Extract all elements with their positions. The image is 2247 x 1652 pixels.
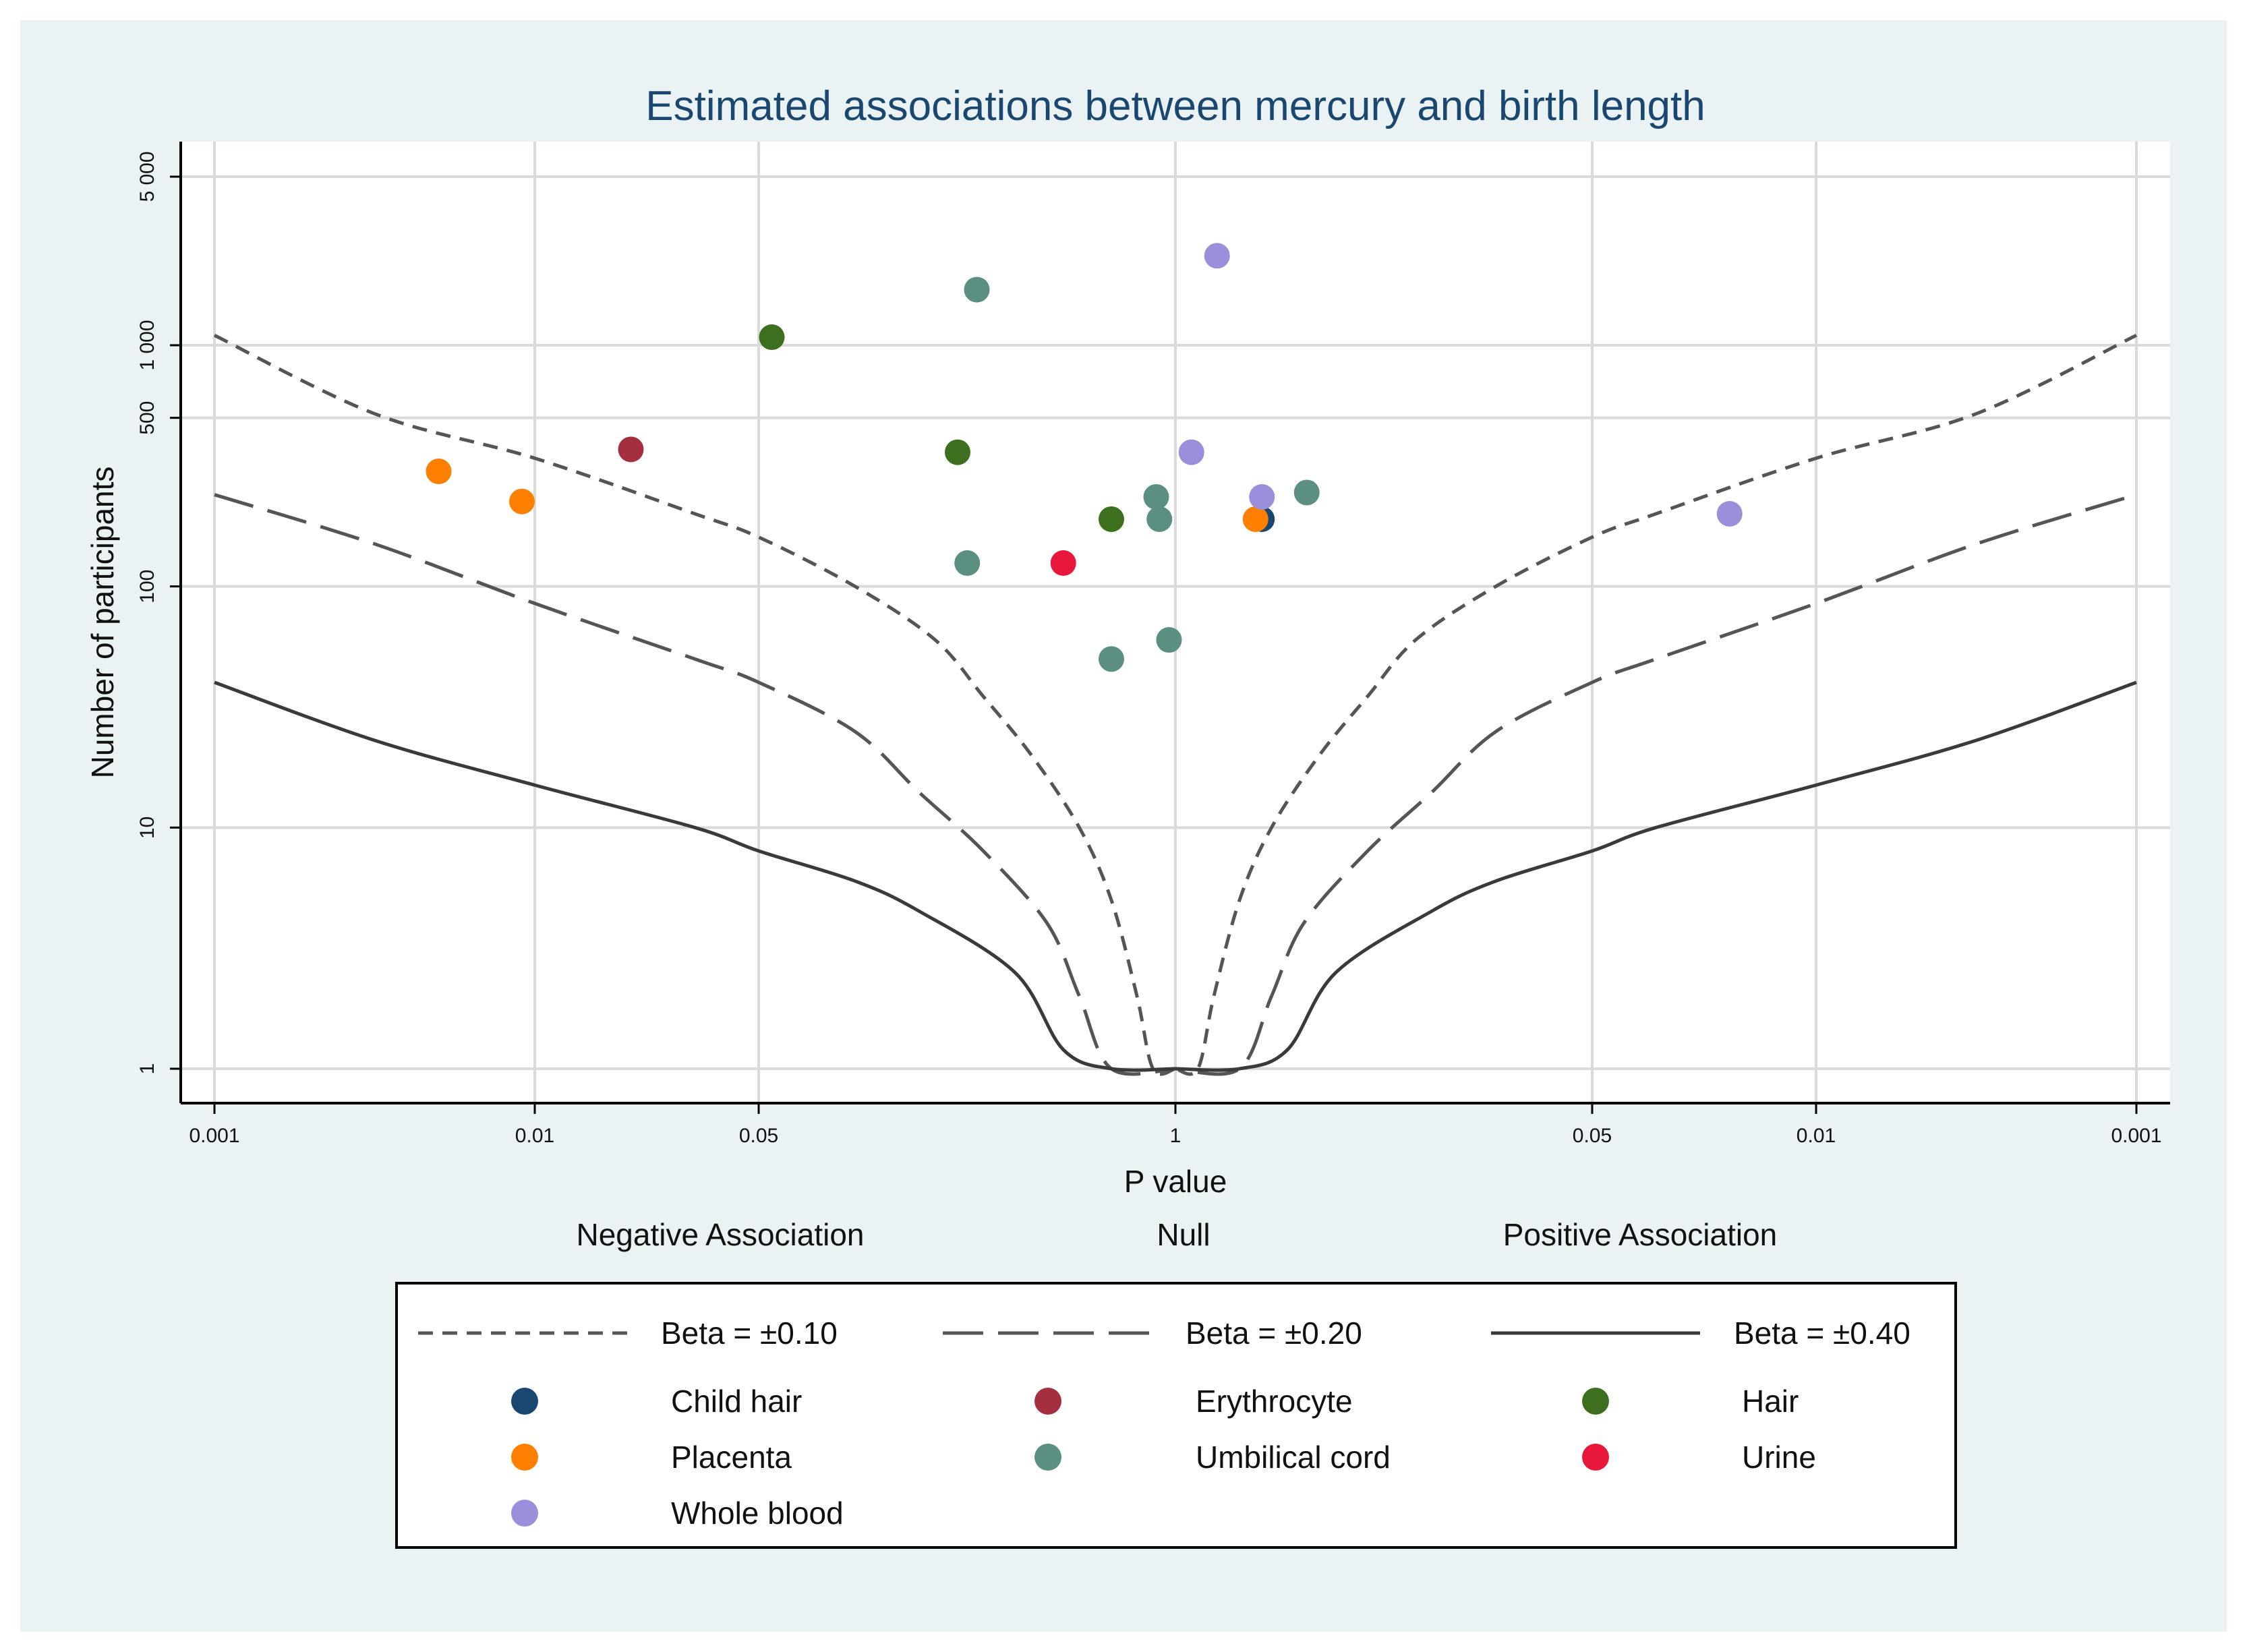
legend: Beta = ±0.10 Beta = ±0.20 Beta = ±0.40 Chil…: [395, 1282, 1957, 1549]
point-umbilical-cord: [954, 550, 981, 577]
data-points: [426, 243, 1743, 672]
legend-label-whole-blood: Whole blood: [671, 1496, 844, 1531]
legend-marker-hair: [1582, 1388, 1609, 1415]
legend-marker-child-hair: [511, 1388, 538, 1415]
x-tick-label: 0.01: [1797, 1125, 1836, 1147]
point-whole-blood: [1204, 243, 1230, 269]
point-umbilical-cord: [1156, 627, 1182, 653]
legend-label-erythrocyte: Erythrocyte: [1196, 1384, 1353, 1419]
reference-curve-solid: [214, 680, 2137, 1072]
legend-marker-erythrocyte: [1034, 1388, 1061, 1415]
x-tick-label: 1: [1170, 1125, 1181, 1147]
null-label: Null: [1157, 1217, 1210, 1252]
reference-curves: [213, 333, 2138, 1076]
point-placenta: [1242, 506, 1268, 532]
negative-association-label: Negative Association: [576, 1217, 864, 1252]
legend-line-label: Beta = ±0.40: [1734, 1316, 1910, 1351]
reference-curve-short-dash: [213, 333, 2138, 1076]
y-axis-label: Number of participants: [85, 467, 120, 779]
y-tick-label: 10: [136, 817, 158, 839]
point-erythrocyte: [618, 436, 644, 463]
point-umbilical-cord: [964, 276, 990, 303]
legend-label-urine: Urine: [1742, 1440, 1816, 1475]
y-tick-label: 100: [136, 570, 158, 603]
point-whole-blood: [1178, 439, 1204, 465]
x-tick-label: 0.01: [515, 1125, 554, 1147]
point-placenta: [509, 488, 535, 514]
legend-box: [395, 1282, 1957, 1549]
point-hair: [1099, 506, 1124, 532]
legend-label-umbilical-cord: Umbilical cord: [1196, 1440, 1391, 1475]
positive-association-label: Positive Association: [1503, 1217, 1778, 1252]
legend-label-hair: Hair: [1742, 1384, 1799, 1419]
legend-marker-whole-blood: [511, 1500, 538, 1527]
x-tick-label: 0.001: [2111, 1125, 2161, 1147]
y-tick-label: 5 000: [136, 151, 158, 202]
legend-marker-placenta: [511, 1444, 538, 1471]
x-tick-label: 0.05: [739, 1125, 778, 1147]
y-tick-label: 500: [136, 401, 158, 435]
y-tick-label: 1 000: [136, 320, 158, 370]
legend-marker-umbilical-cord: [1034, 1444, 1061, 1471]
legend-line-label: Beta = ±0.20: [1186, 1316, 1362, 1351]
point-urine: [1050, 550, 1076, 577]
legend-line-label: Beta = ±0.10: [661, 1316, 838, 1351]
y-tick-label: 1: [136, 1063, 158, 1075]
axis-ticks: 0.001 0.01 0.05 1 0.05 0.01 0.001 1 10 100 500 1 00…: [136, 151, 2162, 1147]
legend-label-placenta: Placenta: [671, 1440, 792, 1475]
x-tick-label: 0.001: [189, 1125, 239, 1147]
point-whole-blood: [1249, 483, 1275, 510]
x-axis-label: P value: [1124, 1164, 1227, 1199]
point-placenta: [426, 459, 452, 485]
point-hair: [945, 439, 970, 465]
chart-title: Estimated associations between mercury a…: [645, 83, 1705, 129]
legend-entries: Beta = ±0.10 Beta = ±0.20 Beta = ±0.40 Chil…: [418, 1316, 1910, 1531]
point-umbilical-cord: [1143, 483, 1169, 510]
x-tick-label: 0.05: [1573, 1125, 1612, 1147]
point-umbilical-cord: [1099, 646, 1124, 672]
point-whole-blood: [1716, 500, 1743, 527]
point-umbilical-cord: [1146, 506, 1173, 532]
legend-marker-urine: [1582, 1444, 1609, 1471]
legend-label-child-hair: Child hair: [671, 1384, 802, 1419]
point-hair: [759, 324, 785, 351]
point-umbilical-cord: [1293, 479, 1320, 506]
